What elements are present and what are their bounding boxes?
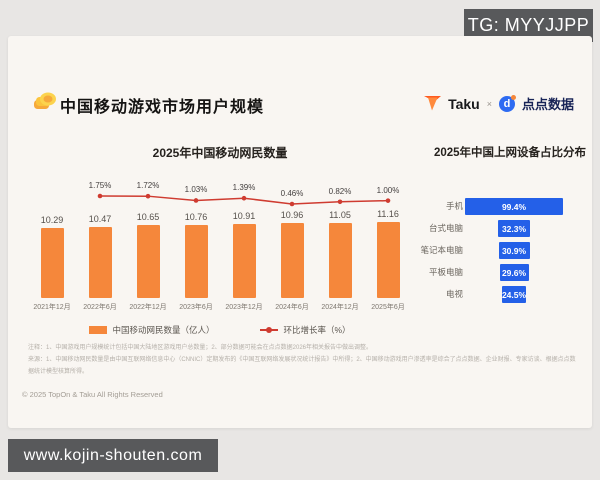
device-label: 笔记本电脑 [420,245,463,255]
netizen-bar [376,222,400,298]
taku-brand-label: Taku [448,95,480,112]
netizen-bar-value: 10.65 [136,212,160,222]
left-chart-legend: 中国移动网民数量（亿人） 环比增长率（%） [28,324,412,336]
netizen-bar-value: 10.29 [40,215,64,225]
netizen-bar-value: 10.76 [184,212,208,222]
device-label: 手机 [445,201,463,211]
growth-point [145,193,151,199]
growth-point [385,198,391,203]
funnel-row: 电视 24.5% [428,286,588,303]
device-label: 电视 [445,289,463,299]
brand-separator: × [486,98,492,109]
netizen-xlabels: 2021年12月 2022年6月 2022年12月 2023年6月 2023年12月 20… [28,302,412,312]
footnote-line-2: 来源：1、中国移动网民数量是由中国互联网络信息中心（CNNIC）定期发布的《中国… [28,357,576,375]
device-bar: 99.4% [465,198,563,215]
device-bar: 29.6% [499,264,529,281]
netizen-x-label: 2022年6月 [83,304,117,311]
netizen-bar-value: 10.91 [232,211,256,221]
website-watermark-badge: www.kojin-shouten.com [8,439,218,472]
netizen-x-label: 2023年12月 [225,304,263,311]
netizen-bar-value: 11.16 [377,209,399,219]
growth-value-label: 1.39% [232,183,256,193]
infographic-slide: 中国移动游戏市场用户规模 Taku × d 点点数据 2025年中国移动网民数量… [8,36,592,428]
bar-legend-swatch [89,326,108,334]
funnel-row: 笔记本电脑 30.9% [420,242,588,259]
netizen-x-label: 2024年12月 [321,304,359,311]
growth-point [97,193,103,199]
netizen-bar [40,228,64,298]
netizen-bar-value: 10.96 [280,210,304,220]
growth-line-series [97,193,391,207]
dotdata-brand-label: 点点数据 [521,97,574,112]
netizen-bar-value: 10.47 [88,214,112,224]
growth-value-label: 1.72% [136,181,160,191]
device-bar: 30.9% [498,242,530,259]
netizen-bar-value: 11.05 [329,210,351,220]
device-bar: 32.3% [498,220,530,237]
footnote-line-1: 注释：1、中国游戏用户规模统计包括中国大陆地区游戏用户总数量；2、部分数据可能会… [28,345,373,351]
right-chart-title: 2025年中国上网设备占比分布 [433,147,587,159]
growth-value-label: 1.75% [88,181,112,190]
growth-value-label: 0.46% [280,189,304,198]
funnel-row: 平板电脑 29.6% [428,264,588,281]
device-funnel-chart: 手机 99.4% 台式电脑 32.3% 笔记本电脑 30.9% 平板电脑 29.6% 电视 24.… [420,198,588,308]
netizen-x-label: 2022年12月 [129,304,167,311]
netizen-x-label: 2025年6月 [371,304,405,311]
netizen-bar [184,225,208,298]
growth-point [289,201,295,207]
legend-item-bar: 中国移动网民数量（亿人） [89,324,214,336]
growth-point [337,199,343,205]
brand-logos: Taku × d 点点数据 [424,94,574,113]
line-legend-label: 环比增长率（%） [283,325,351,335]
growth-value-label: 1.00% [376,185,400,195]
netizen-bar [328,223,352,298]
page-title: 中国移动游戏市场用户规模 [60,99,265,116]
netizen-x-label: 2021年12月 [33,304,71,311]
netizen-bar [88,227,112,298]
netizen-bar [136,225,160,298]
growth-point [241,195,247,201]
taku-logo-icon [424,96,442,111]
line-legend-swatch [260,327,279,333]
growth-value-label: 1.03% [184,185,208,195]
netizen-x-label: 2024年6月 [275,304,309,311]
funnel-row: 手机 99.4% [428,198,588,215]
growth-value-label: 0.82% [328,186,352,196]
left-chart-title: 2025年中国移动网民数量 [152,146,288,160]
footnotes: 注释：1、中国游戏用户规模统计包括中国大陆地区游戏用户总数量；2、部分数据可能会… [28,342,580,378]
legend-item-line: 环比增长率（%） [260,324,351,336]
funnel-row: 台式电脑 32.3% [428,220,588,237]
coins-icon [34,92,56,109]
device-label: 台式电脑 [428,223,463,233]
copyright-text: © 2025 TopOn & Taku All Rights Reserved [22,390,163,399]
netizen-x-label: 2023年6月 [179,304,213,311]
device-bar: 24.5% [502,286,526,303]
bar-legend-label: 中国移动网民数量（亿人） [112,325,215,335]
device-label: 平板电脑 [428,267,463,277]
dotdata-logo-icon: d [498,94,516,112]
netizen-bar [232,224,256,298]
growth-point [193,198,199,203]
netizen-bar [280,223,304,298]
netizen-plot: 10.29 10.47 10.65 10.76 10.91 10.96 11.05 11.16… [28,174,412,298]
